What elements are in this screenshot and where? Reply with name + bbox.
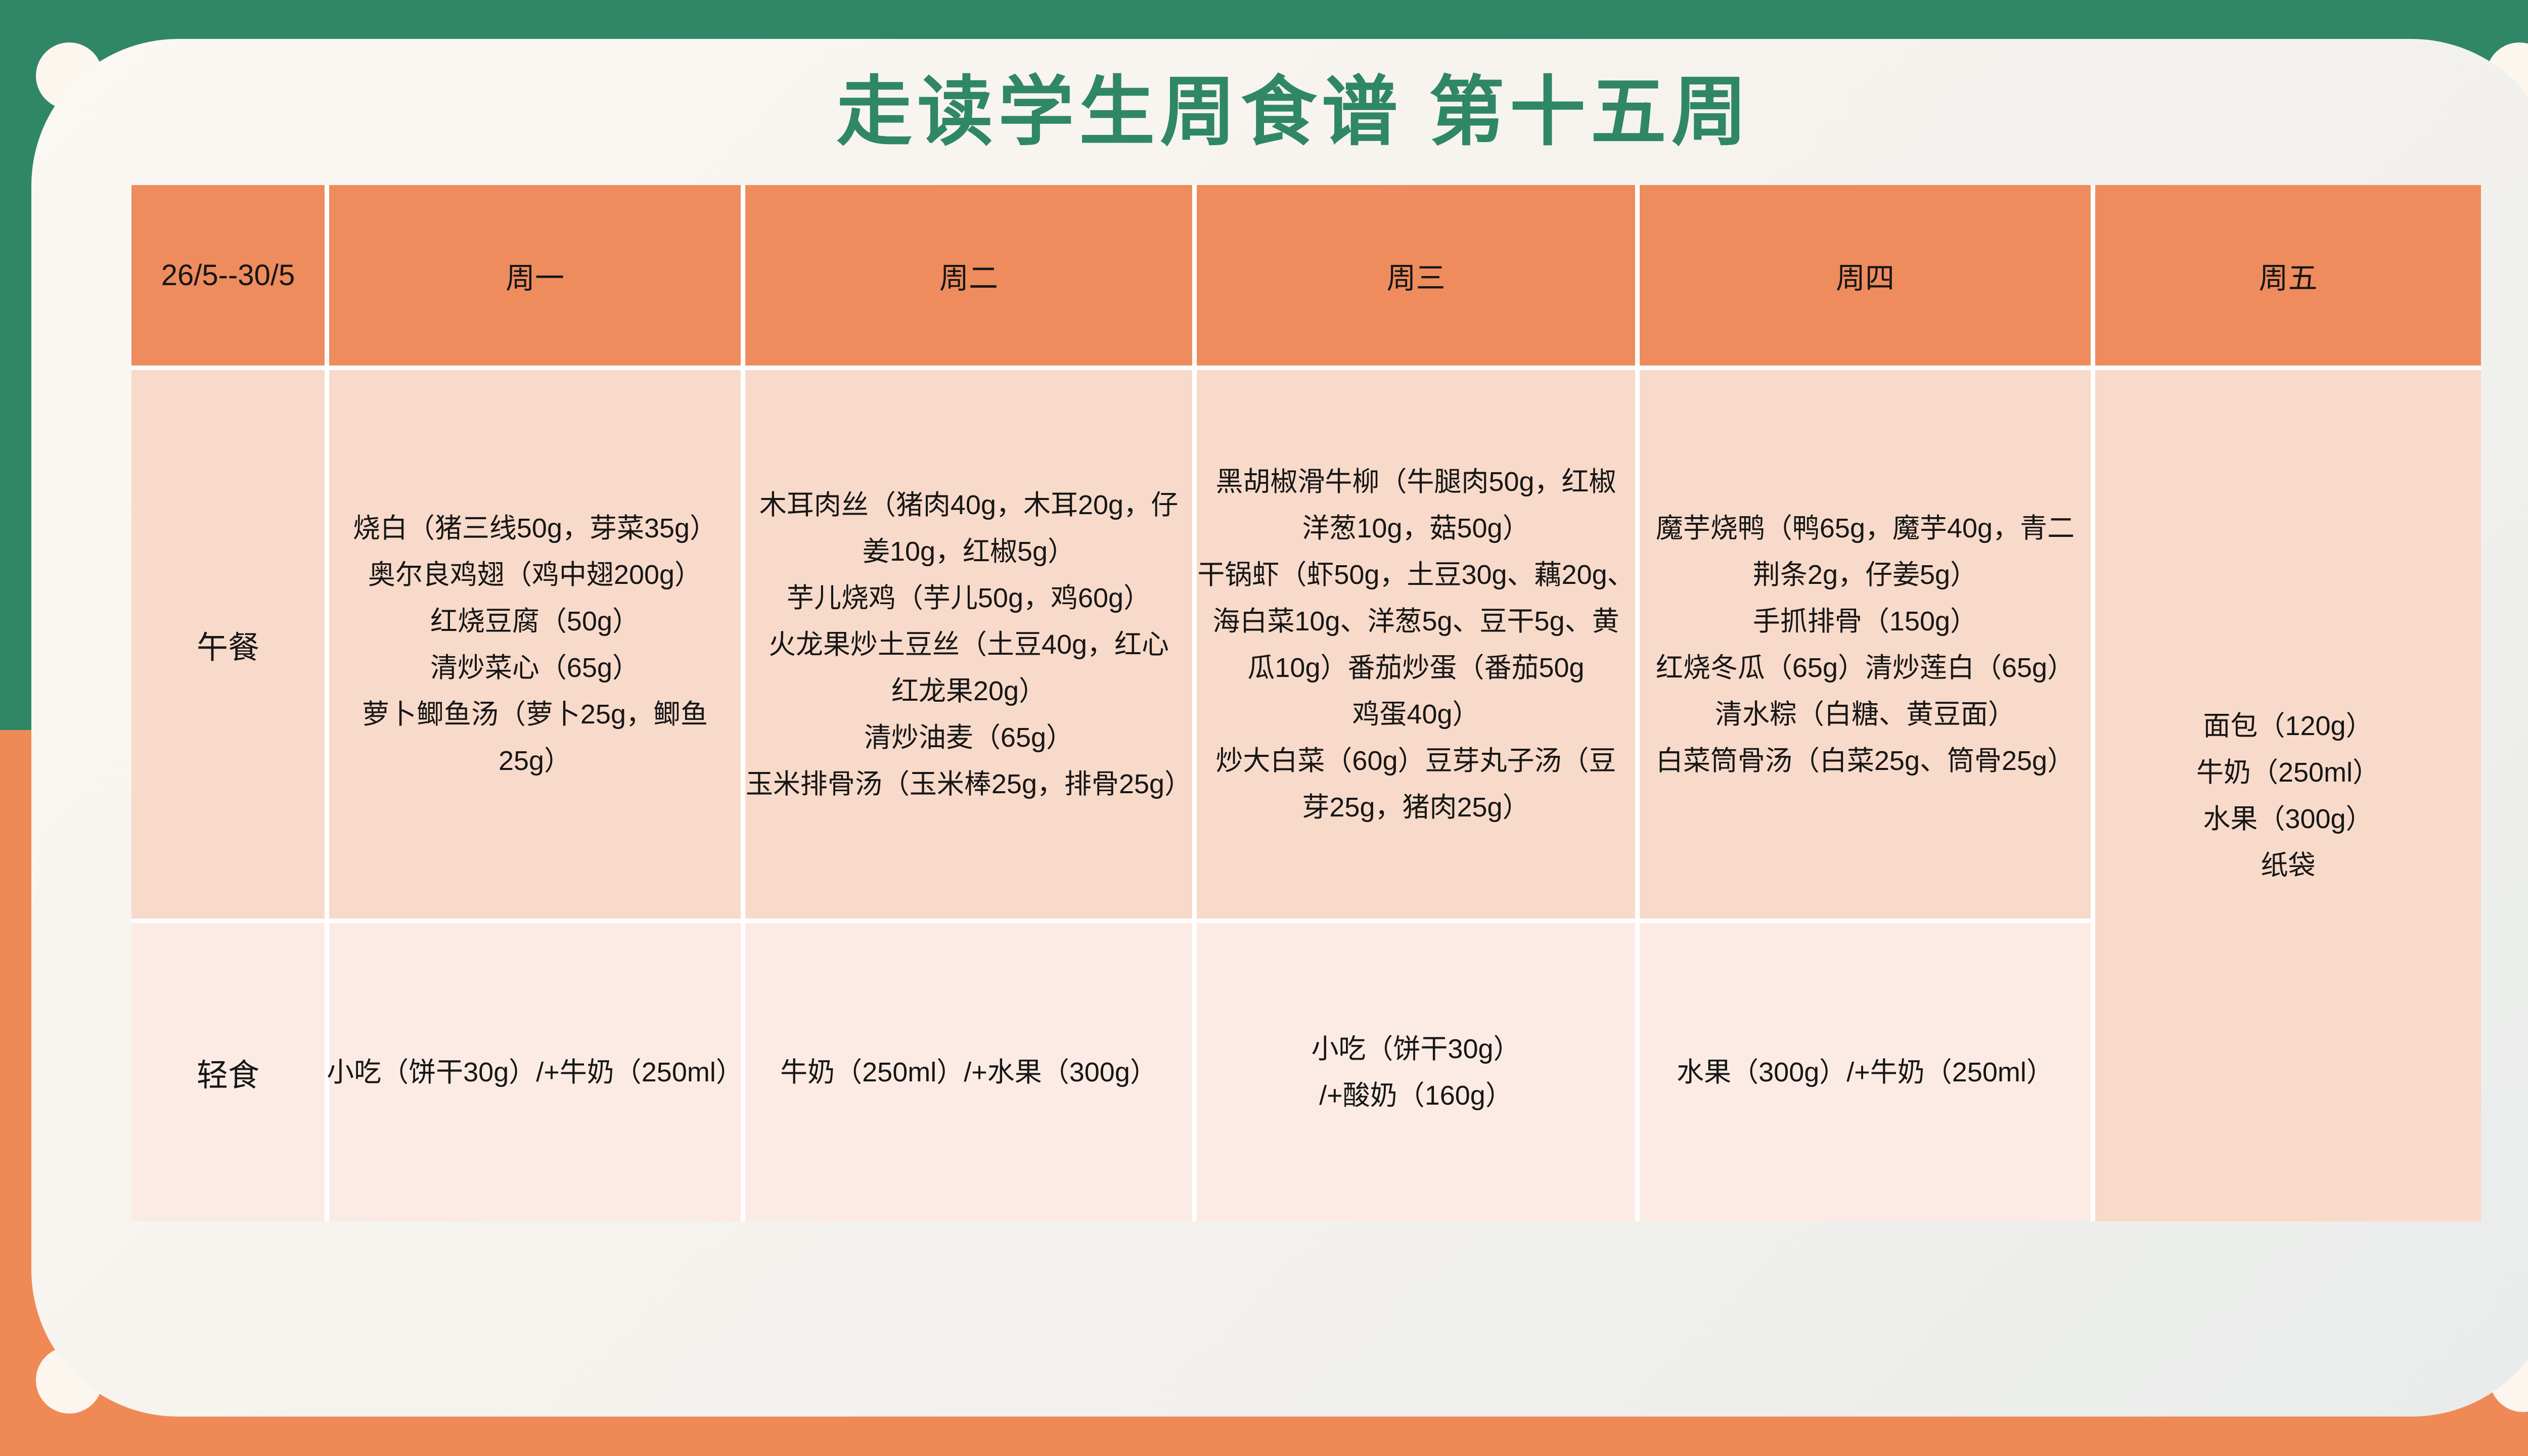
- menu-line: 白菜筒骨汤（白菜25g、筒骨25g）: [1655, 745, 2075, 776]
- menu-line: 纸袋: [2261, 850, 2316, 881]
- menu-line: 牛奶（250ml）: [2196, 757, 2380, 788]
- menu-line: 清炒菜心（65g）: [430, 652, 640, 683]
- menu-line: 红烧豆腐（50g）: [430, 606, 640, 636]
- menu-line: 炒大白菜（60g）豆芽丸子汤（豆: [1215, 745, 1616, 776]
- menu-line: 水果（300g）: [2203, 804, 2373, 834]
- menu-line: 面包（120g）: [2203, 711, 2373, 741]
- header-cell-thursday: 周四: [1640, 185, 2091, 366]
- snack-cell-monday: 小吃（饼干30g）/+牛奶（250ml）: [327, 923, 743, 1221]
- menu-line: 烧白（猪三线50g，芽菜35g）: [352, 513, 717, 543]
- snack-cell-tuesday: 牛奶（250ml）/+水果（300g）: [745, 923, 1192, 1221]
- header-cell-monday: 周一: [329, 185, 741, 366]
- header-cell-tuesday: 周二: [745, 185, 1192, 366]
- menu-line: 清炒油麦（65g）: [864, 722, 1074, 753]
- menu-line: 瓜10g）番茄炒蛋（番茄50g: [1247, 652, 1585, 683]
- menu-line: 鸡蛋40g）: [1352, 699, 1480, 730]
- lunch-cell-wednesday: 黑胡椒滑牛柳（牛腿肉50g，红椒 洋葱10g，菇50g） 干锅虾（虾50g，土豆…: [1197, 370, 1635, 919]
- menu-line: 芽25g，猪肉25g）: [1302, 792, 1530, 823]
- menu-line: 25g）: [498, 745, 572, 776]
- menu-line: 小吃（饼干30g）/+牛奶（250ml）: [327, 1057, 743, 1087]
- lunch-cell-thursday: 魔芋烧鸭（鸭65g，魔芋40g，青二 荆条2g，仔姜5g） 手抓排骨（150g）…: [1640, 370, 2091, 919]
- menu-line: 海白菜10g、洋葱5g、豆干5g、黄: [1212, 606, 1619, 636]
- menu-line: 手抓排骨（150g）: [1752, 606, 1978, 636]
- menu-line: 干锅虾（虾50g，土豆30g、藕20g、: [1197, 559, 1635, 590]
- menu-line: 清水粽（白糖、黄豆面）: [1715, 699, 2015, 730]
- menu-line: 木耳肉丝（猪肉40g，木耳20g，仔: [759, 489, 1179, 520]
- lunch-cell-monday: 烧白（猪三线50g，芽菜35g） 奥尔良鸡翅（鸡中翅200g） 红烧豆腐（50g…: [329, 370, 741, 919]
- menu-line: 玉米排骨汤（玉米棒25g，排骨25g）: [745, 768, 1192, 799]
- row-label-lunch: 午餐: [131, 370, 325, 919]
- lunch-cell-tuesday: 木耳肉丝（猪肉40g，木耳20g，仔 姜10g，红椒5g） 芋儿烧鸡（芋儿50g…: [745, 370, 1192, 919]
- menu-line: 火龙果炒土豆丝（土豆40g，红心: [768, 629, 1169, 660]
- header-cell-friday: 周五: [2095, 185, 2481, 366]
- menu-line: 魔芋烧鸭（鸭65g，魔芋40g，青二: [1655, 513, 2075, 543]
- snack-cell-thursday: 水果（300g）/+牛奶（250ml）: [1640, 923, 2091, 1221]
- menu-line: 洋葱10g，菇50g）: [1302, 513, 1530, 543]
- menu-line: 黑胡椒滑牛柳（牛腿肉50g，红椒: [1215, 466, 1616, 497]
- menu-line: 水果（300g）/+牛奶（250ml）: [1677, 1057, 2054, 1087]
- menu-table: 26/5--30/5 周一 周二 周三 周四 周五 午餐 烧白（猪三线50g，芽…: [131, 185, 2481, 1221]
- menu-line: 红龙果20g）: [891, 675, 1047, 706]
- row-label-snack: 轻食: [131, 923, 325, 1221]
- header-cell-wednesday: 周三: [1197, 185, 1635, 366]
- cell-friday-all-day: 面包（120g） 牛奶（250ml） 水果（300g） 纸袋: [2095, 370, 2481, 1221]
- menu-line: 姜10g，红椒5g）: [862, 536, 1075, 567]
- page-title: 走读学生周食谱 第十五周: [836, 69, 1752, 154]
- menu-line: 奥尔良鸡翅（鸡中翅200g）: [368, 559, 702, 590]
- menu-line: 芋儿烧鸡（芋儿50g，鸡60g）: [786, 582, 1151, 613]
- menu-line: 萝卜鲫鱼汤（萝卜25g，鲫鱼: [362, 699, 708, 730]
- menu-line: /+酸奶（160g）: [1319, 1080, 1513, 1111]
- snack-cell-wednesday: 小吃（饼干30g） /+酸奶（160g）: [1197, 923, 1635, 1221]
- menu-line: 牛奶（250ml）/+水果（300g）: [780, 1057, 1157, 1087]
- header-cell-date-range: 26/5--30/5: [131, 185, 325, 366]
- menu-line: 荆条2g，仔姜5g）: [1752, 559, 1978, 590]
- menu-line: 小吃（饼干30g）: [1311, 1034, 1521, 1064]
- menu-line: 红烧冬瓜（65g）清炒莲白（65g）: [1655, 652, 2075, 683]
